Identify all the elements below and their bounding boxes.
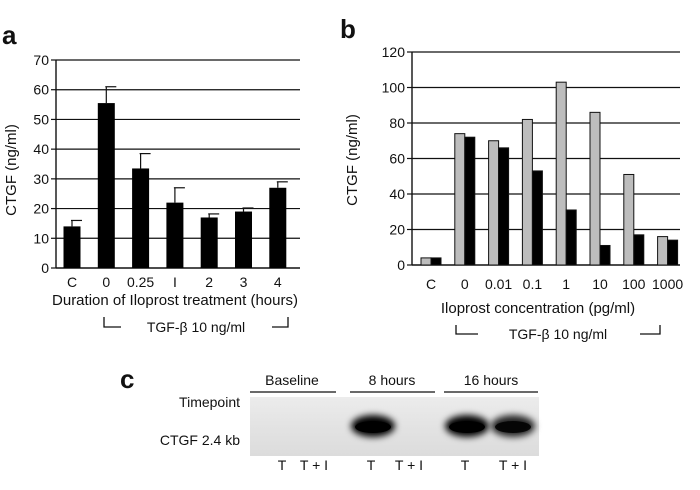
bar-series-2 xyxy=(565,209,577,266)
blot-lane-label: T xyxy=(278,457,287,473)
panel-b-bars xyxy=(420,81,679,266)
bar-series-2 xyxy=(599,244,611,266)
x-tick-label: 4 xyxy=(274,274,282,290)
panel-a-bar-chart: a 0 10 20 30 40 50 60 70 C 0 0.25 I 2 3 4 CTGF (ng/ml… xyxy=(2,20,300,335)
x-tick-label: 100 xyxy=(622,276,646,292)
blot-bands xyxy=(351,415,535,437)
y-tick-label: 40 xyxy=(389,186,405,202)
blot-lane-label: T xyxy=(461,457,470,473)
y-tick-label: 20 xyxy=(33,201,49,217)
panel-b-x-axis-label: Iloprost concentration (pg/ml) xyxy=(441,300,635,317)
y-tick-label: 80 xyxy=(389,115,405,131)
panel-b-y-tick-labels: 0 20 40 60 80 100 120 xyxy=(382,44,406,273)
panel-a-x-axis-label: Duration of Iloprost treatment (hours) xyxy=(52,292,298,309)
x-tick-label: 2 xyxy=(205,274,213,290)
blot-band xyxy=(495,421,531,433)
bar-series-2 xyxy=(430,257,442,266)
y-tick-label: 30 xyxy=(33,171,49,187)
y-tick-label: 60 xyxy=(389,151,405,167)
x-tick-label: C xyxy=(67,274,77,290)
bar-series-1 xyxy=(555,81,567,266)
panel-b-bracket-label: TGF-β 10 ng/ml xyxy=(509,326,607,342)
blot-row-label-timepoint: Timepoint xyxy=(179,394,240,410)
x-tick-label: 1 xyxy=(562,276,570,292)
y-tick-label: 60 xyxy=(33,82,49,98)
y-tick-label: 0 xyxy=(41,260,49,276)
bar xyxy=(166,202,184,268)
blot-lane-labels: T T + I T T + I T T + I xyxy=(278,457,527,473)
y-tick-label: 40 xyxy=(33,141,49,157)
x-tick-label: C xyxy=(426,276,436,292)
x-tick-label: 10 xyxy=(592,276,608,292)
y-tick-label: 10 xyxy=(33,230,49,246)
panel-b-x-tick-labels: C 0 0.01 0.1 1 10 100 1000 xyxy=(426,276,683,292)
panel-a-bracket-label: TGF-β 10 ng/ml xyxy=(147,319,245,335)
x-tick-label: I xyxy=(173,274,177,290)
panel-b-bar-chart: b 0 20 40 60 80 100 120 C 0 0.01 0.1 1 10 100 1000 CT… xyxy=(340,14,683,342)
panel-a-letter: a xyxy=(2,20,17,50)
panel-a-y-axis-label: CTGF (ng/ml) xyxy=(3,124,20,216)
blot-group-8-hours: 8 hours xyxy=(369,372,416,388)
bar-series-1 xyxy=(521,118,533,266)
panel-a-bars xyxy=(63,103,287,268)
blot-band xyxy=(355,421,391,433)
panel-a-error-bars xyxy=(71,86,288,227)
bar-series-1 xyxy=(589,111,601,266)
bar xyxy=(63,226,81,268)
bar xyxy=(200,217,218,268)
bar xyxy=(97,103,115,268)
bar xyxy=(269,187,287,268)
bar-series-2 xyxy=(531,170,543,266)
blot-row-label-ctgf: CTGF 2.4 kb xyxy=(160,432,240,448)
bar-series-1 xyxy=(454,133,466,266)
y-tick-label: 120 xyxy=(382,44,406,60)
bar-series-1 xyxy=(488,140,500,266)
panel-a-treatment-bracket: TGF-β 10 ng/ml xyxy=(103,317,289,335)
panel-a-y-tick-labels: 0 10 20 30 40 50 60 70 xyxy=(33,52,49,276)
bar-series-1 xyxy=(623,173,635,266)
panel-b-treatment-bracket: TGF-β 10 ng/ml xyxy=(455,325,661,342)
panel-c-letter: c xyxy=(120,364,134,394)
y-tick-label: 70 xyxy=(33,52,49,68)
blot-group-baseline: Baseline xyxy=(265,372,319,388)
blot-group-16-hours: 16 hours xyxy=(464,372,518,388)
panel-a-x-tick-labels: C 0 0.25 I 2 3 4 xyxy=(67,274,282,290)
bar-series-2 xyxy=(464,136,476,266)
x-tick-label: 0.01 xyxy=(485,276,512,292)
bar xyxy=(235,211,252,268)
y-tick-label: 50 xyxy=(33,111,49,127)
panel-a-gridlines xyxy=(51,59,300,269)
bar xyxy=(132,168,150,268)
bar-series-1 xyxy=(420,257,432,266)
bar-series-2 xyxy=(633,234,645,266)
blot-lane-label: T + I xyxy=(395,457,423,473)
panel-c-northern-blot: c Timepoint CTGF 2.4 kb Baseline 8 hours… xyxy=(120,364,539,473)
x-tick-label: 3 xyxy=(240,274,248,290)
bar-series-1 xyxy=(657,236,669,266)
panel-b-gridlines xyxy=(407,51,680,266)
x-tick-label: 0 xyxy=(102,274,110,290)
y-tick-label: 100 xyxy=(382,80,406,96)
panel-b-y-axis-label: CTGF (ng/ml) xyxy=(344,114,361,206)
panel-b-letter: b xyxy=(340,14,356,44)
blot-band xyxy=(449,421,485,433)
y-tick-label: 0 xyxy=(397,257,405,273)
blot-lane-label: T + I xyxy=(300,457,328,473)
y-tick-label: 20 xyxy=(389,222,405,238)
x-tick-label: 0 xyxy=(461,276,469,292)
blot-lane-label: T + I xyxy=(499,457,527,473)
blot-lane-label: T xyxy=(367,457,376,473)
bar-series-2 xyxy=(498,147,510,266)
x-tick-label: 1000 xyxy=(652,276,683,292)
bar-series-2 xyxy=(667,239,679,266)
x-tick-label: 0.1 xyxy=(523,276,543,292)
x-tick-label: 0.25 xyxy=(127,274,154,290)
